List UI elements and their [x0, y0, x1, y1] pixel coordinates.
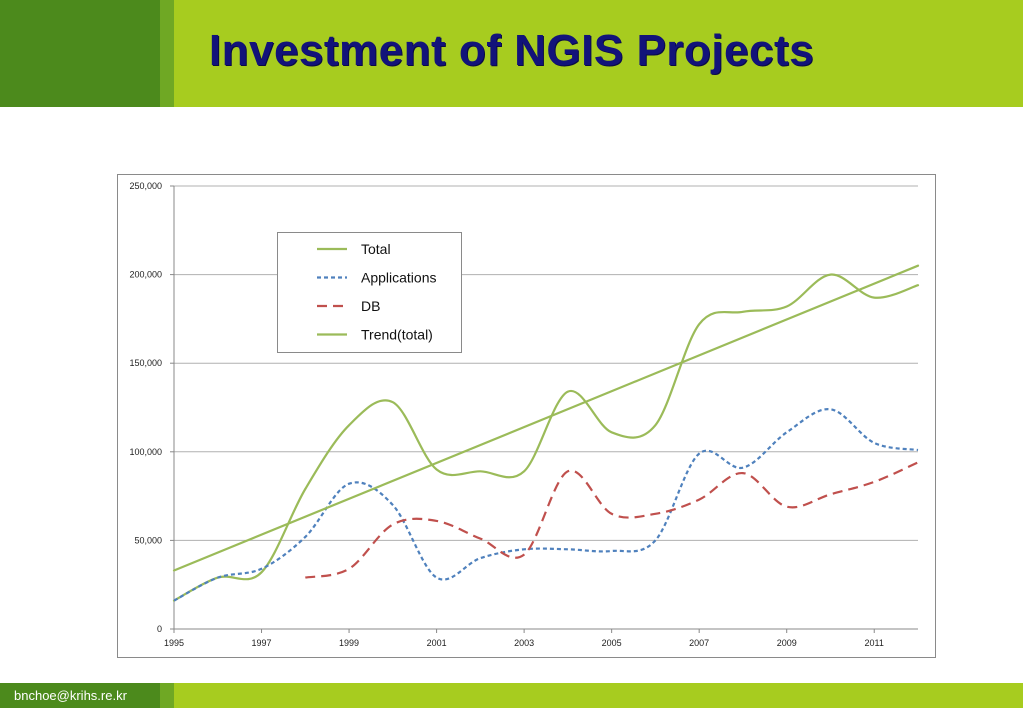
- x-tick-label: 1997: [252, 638, 272, 648]
- footer-accent-mid: [160, 683, 174, 708]
- header-accent-dark: [0, 0, 160, 107]
- x-tick-label: 2007: [689, 638, 709, 648]
- y-tick-label: 100,000: [129, 447, 162, 457]
- y-tick-label: 250,000: [129, 181, 162, 191]
- y-tick-label: 200,000: [129, 270, 162, 280]
- series-line-total: [172, 273, 920, 602]
- y-tick-label: 0: [157, 624, 162, 634]
- y-tick-label: 50,000: [134, 535, 162, 545]
- legend-box: [277, 232, 462, 353]
- x-tick-label: 2001: [427, 638, 447, 648]
- series-line-trend-total: [172, 264, 920, 572]
- x-tick-label: 1999: [339, 638, 359, 648]
- series-line-applications: [173, 408, 919, 602]
- legend-label-applications: Applications: [361, 270, 437, 286]
- legend-label-db: DB: [361, 298, 380, 314]
- line-chart: 0 50,000 100,000 150,000 200,000 250,000 1995 1…: [117, 174, 936, 658]
- chart-frame: [117, 174, 936, 658]
- x-tick-label: 2005: [602, 638, 622, 648]
- x-tick-label: 2011: [865, 638, 884, 648]
- header-accent-mid: [160, 0, 174, 107]
- x-tick-label: 2009: [777, 638, 797, 648]
- footer-accent-dark: [0, 683, 160, 708]
- legend-label-trend-total: Trend(total): [361, 327, 433, 343]
- y-tick-label: 150,000: [129, 358, 162, 368]
- x-tick-label: 2003: [514, 638, 534, 648]
- footer-email: bnchoe@krihs.re.kr: [14, 688, 127, 703]
- slide-title: Investment of NGIS Projects: [208, 26, 815, 75]
- series-line-db: [305, 461, 919, 579]
- legend-label-total: Total: [361, 241, 391, 257]
- x-tick-label: 1995: [164, 638, 184, 648]
